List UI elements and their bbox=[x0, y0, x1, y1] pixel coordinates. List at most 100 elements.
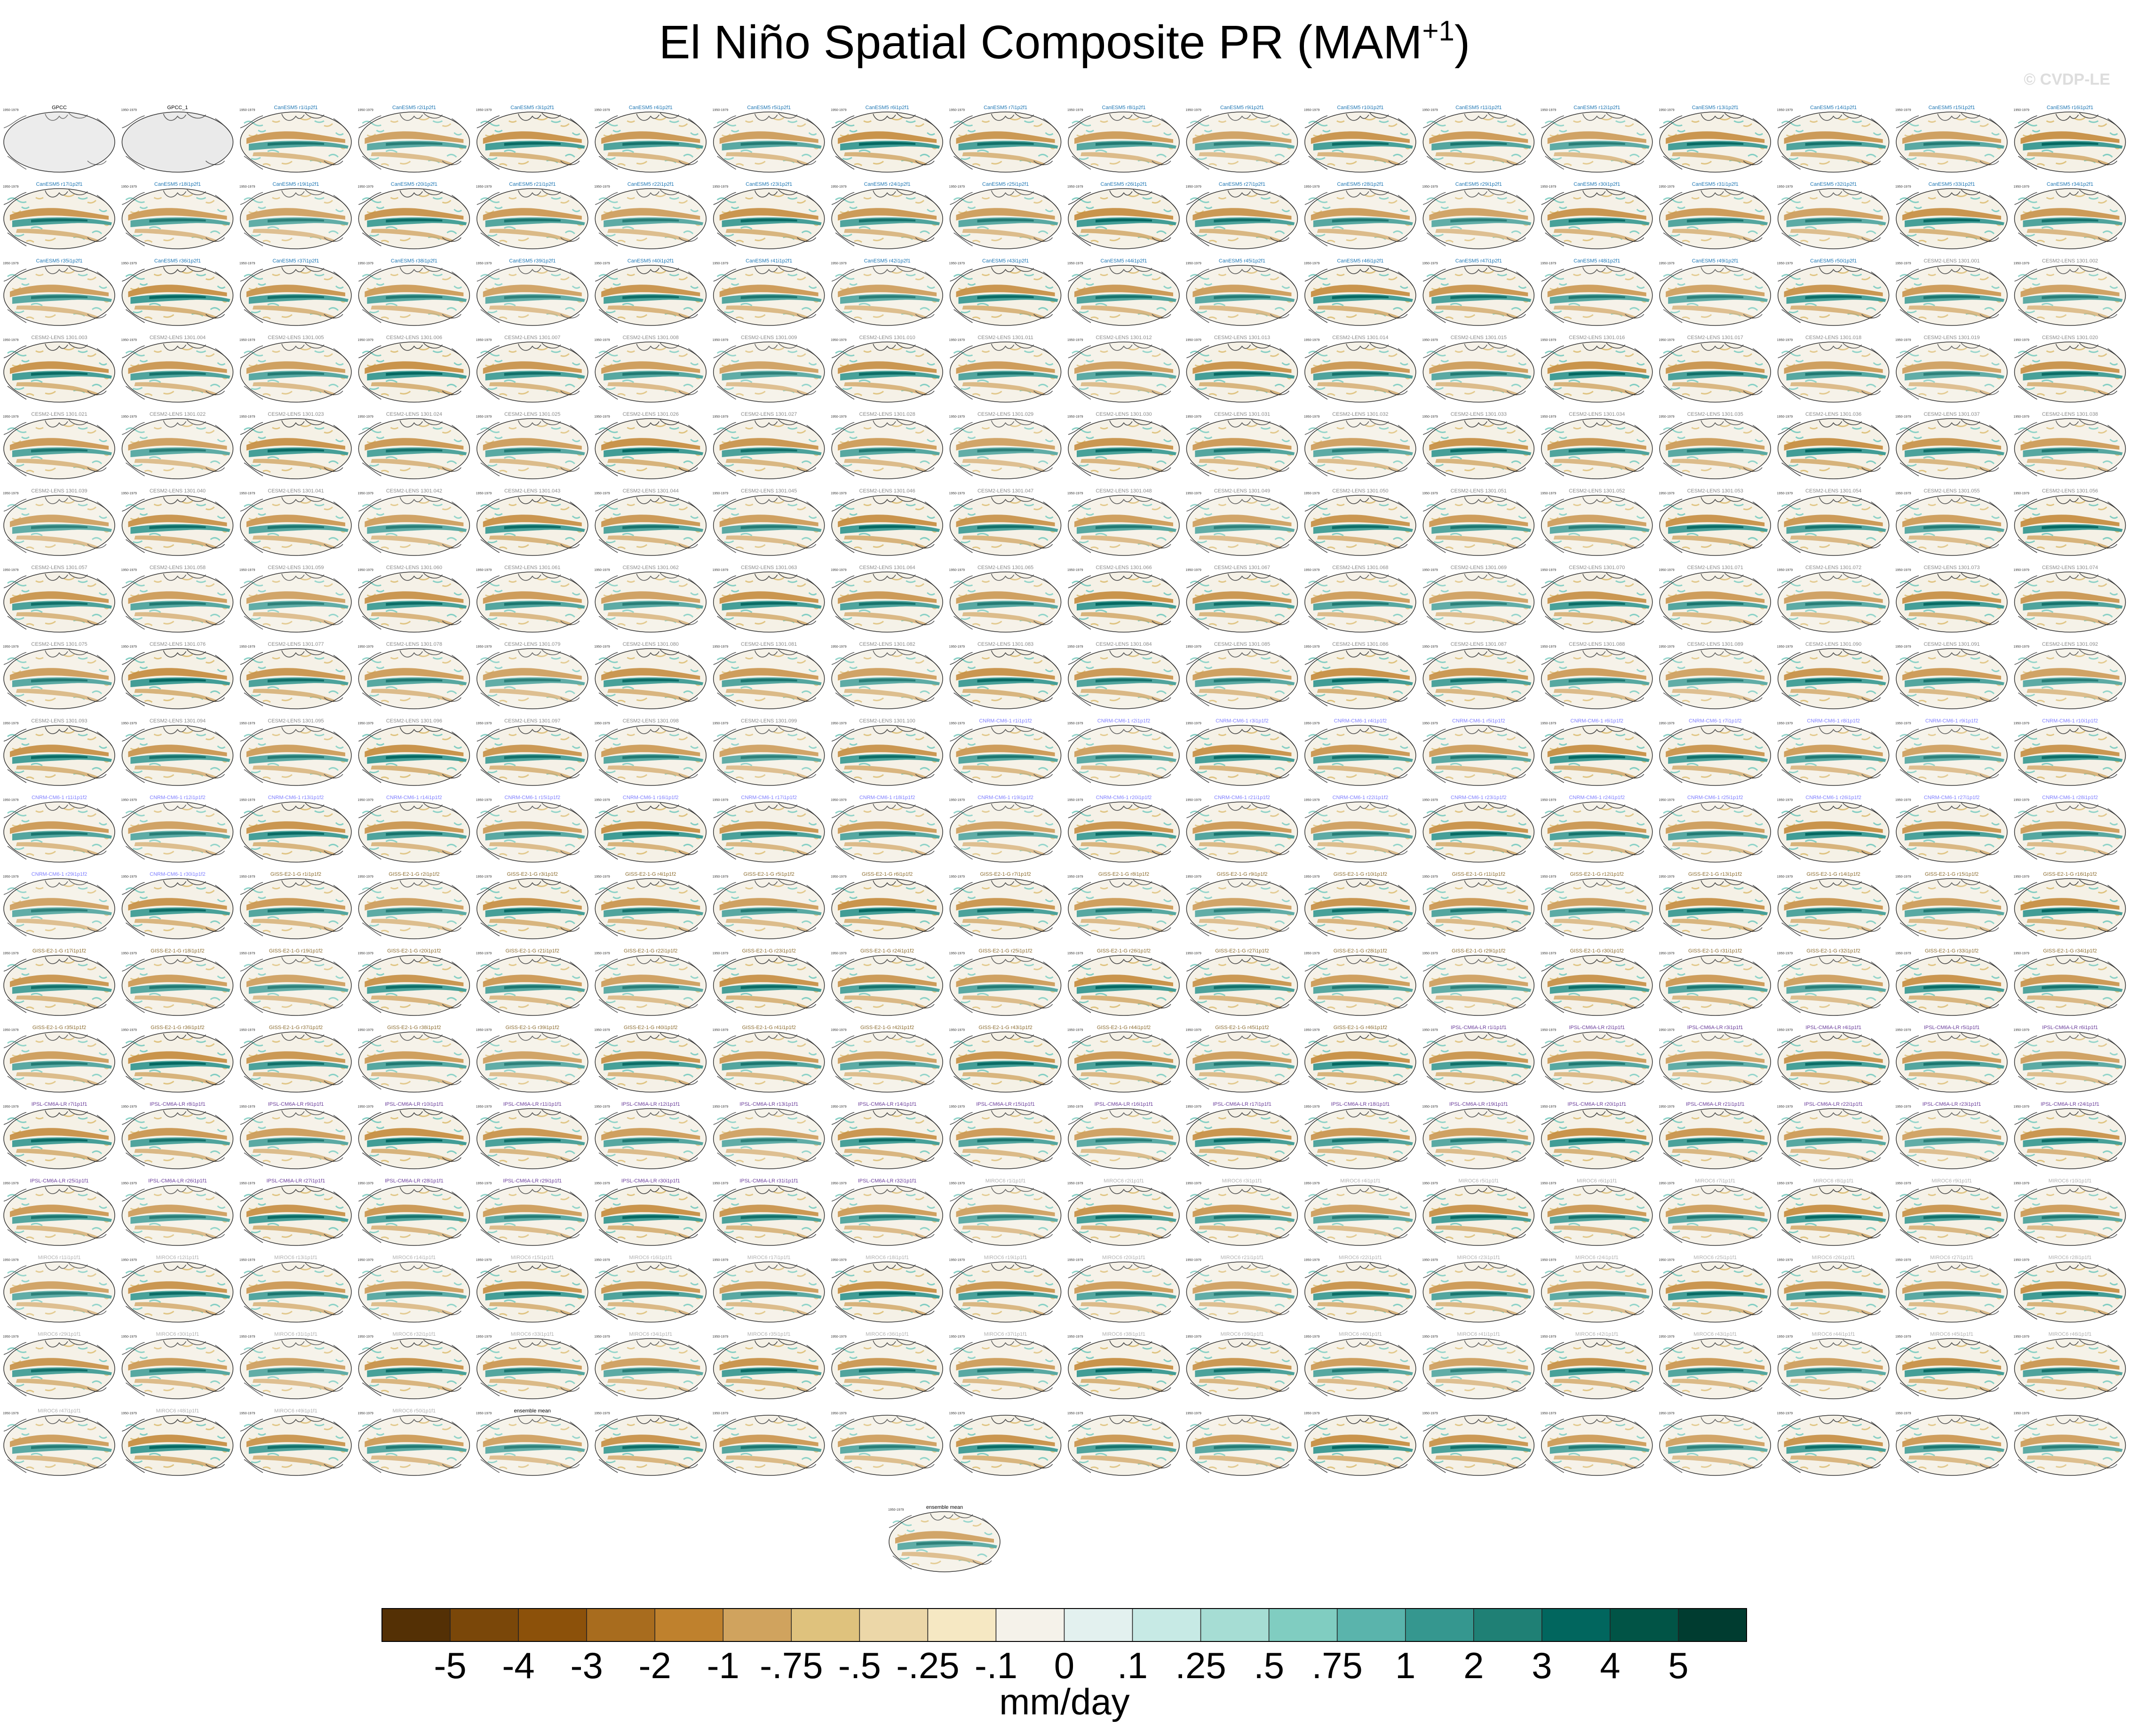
map-panel: CNRM-CM6-1 r23i1p1f2 1950-1979 bbox=[1422, 795, 1535, 863]
panel-caption: CanESM5 r35i1p2f1 bbox=[36, 258, 82, 264]
panel-period-label: 1950-1979 bbox=[594, 569, 610, 572]
panel-caption: CanESM5 r43i1p2f1 bbox=[982, 258, 1029, 264]
panel-period-label: 1950-1979 bbox=[239, 109, 255, 112]
panel-period-label: 1950-1979 bbox=[594, 339, 610, 342]
map-panel: 1950-1979 bbox=[1777, 1412, 1890, 1476]
panel-caption: IPSL-CM6A-LR r1i1p1f1 bbox=[1451, 1025, 1507, 1031]
map-panel: IPSL-CM6A-LR r4i1p1f1 1950-1979 bbox=[1777, 1025, 1890, 1093]
map-panel: GISS-E2-1-G r13i1p1f2 1950-1979 bbox=[1659, 872, 1772, 940]
panel-caption: CanESM5 r22i1p2f1 bbox=[628, 182, 674, 187]
map-panel: CanESM5 r26i1p2f1 1950-1979 bbox=[1067, 182, 1180, 250]
panel-caption: CNRM-CM6-1 r7i1p1f2 bbox=[1689, 718, 1741, 724]
panel-period-label: 1950-1979 bbox=[1895, 1029, 1911, 1032]
panel-period-label: 1950-1979 bbox=[949, 492, 965, 495]
panel-caption: CESM2-LENS 1301.011 bbox=[977, 335, 1033, 341]
panel-caption: MIROC6 r42i1p1f1 bbox=[1575, 1332, 1619, 1337]
panel-period-label: 1950-1979 bbox=[1895, 722, 1911, 725]
panel-caption: CNRM-CM6-1 r16i1p1f2 bbox=[623, 795, 679, 801]
panel-caption: MIROC6 r36i1p1f1 bbox=[866, 1332, 909, 1337]
panel-period-label: 1950-1979 bbox=[1895, 415, 1911, 419]
panel-caption: CanESM5 r34i1p2f1 bbox=[2047, 182, 2093, 187]
panel-caption: CNRM-CM6-1 r29i1p1f2 bbox=[32, 872, 87, 877]
panel-caption: CanESM5 r13i1p2f1 bbox=[1692, 105, 1739, 111]
map-panel: 1950-1979 bbox=[2014, 1412, 2127, 1476]
panel-caption: MIROC6 r17i1p1f1 bbox=[747, 1255, 791, 1260]
panel-period-label: 1950-1979 bbox=[1185, 492, 1201, 495]
map-panel: IPSL-CM6A-LR r17i1p1f1 1950-1979 bbox=[1185, 1102, 1298, 1170]
panel-period-label: 1950-1979 bbox=[831, 109, 847, 112]
panel-caption: CESM2-LENS 1301.025 bbox=[504, 412, 560, 417]
map-panel: IPSL-CM6A-LR r28i1p1f1 1950-1979 bbox=[357, 1178, 470, 1246]
map-panel: CanESM5 r22i1p2f1 1950-1979 bbox=[594, 182, 707, 250]
panel-period-label: 1950-1979 bbox=[357, 722, 373, 725]
map-panel: CNRM-CM6-1 r29i1p1f2 1950-1979 bbox=[3, 872, 116, 940]
panel-caption: GISS-E2-1-G r4i1p1f2 bbox=[625, 872, 676, 877]
panel-caption: CESM2-LENS 1301.018 bbox=[1805, 335, 1861, 341]
map-panel: IPSL-CM6A-LR r6i1p1f1 1950-1979 bbox=[2014, 1025, 2127, 1093]
panel-caption: CanESM5 r38i1p2f1 bbox=[391, 258, 437, 264]
panel-period-label: 1950-1979 bbox=[1659, 339, 1675, 342]
map-panel: CNRM-CM6-1 r15i1p1f2 1950-1979 bbox=[476, 795, 589, 863]
map-panel: CanESM5 r10i1p2f1 1950-1979 bbox=[1304, 105, 1417, 173]
map-panel: CESM2-LENS 1301.007 1950-1979 bbox=[476, 335, 589, 403]
map-panel: CESM2-LENS 1301.022 1950-1979 bbox=[121, 412, 234, 480]
panel-caption: MIROC6 r8i1p1f1 bbox=[1813, 1178, 1854, 1184]
panel-caption: IPSL-CM6A-LR r21i1p1f1 bbox=[1686, 1102, 1745, 1107]
colorbar-tick-label: -.1 bbox=[975, 1645, 1017, 1686]
panel-period-label: 1950-1979 bbox=[239, 722, 255, 725]
panel-caption: CESM2-LENS 1301.010 bbox=[859, 335, 915, 341]
panel-period-label: 1950-1979 bbox=[1185, 109, 1201, 112]
map-panel: CanESM5 r45i1p2f1 1950-1979 bbox=[1185, 258, 1298, 326]
map-panel: CanESM5 r31i1p2f1 1950-1979 bbox=[1659, 182, 1772, 250]
panel-caption: CESM2-LENS 1301.009 bbox=[741, 335, 797, 341]
panel-period-label: 1950-1979 bbox=[713, 1335, 729, 1339]
panel-period-label: 1950-1979 bbox=[1304, 492, 1320, 495]
panel-period-label: 1950-1979 bbox=[476, 1029, 492, 1032]
panel-caption: CanESM5 r8i1p2f1 bbox=[1102, 105, 1146, 111]
panel-period-label: 1950-1979 bbox=[239, 569, 255, 572]
panel-caption: CESM2-LENS 1301.042 bbox=[386, 488, 442, 494]
panel-period-label: 1950-1979 bbox=[1659, 1412, 1675, 1415]
map-panel: CESM2-LENS 1301.012 1950-1979 bbox=[1067, 335, 1180, 403]
panel-period-label: 1950-1979 bbox=[1541, 1105, 1557, 1109]
panel-caption: MIROC6 r50i1p1f1 bbox=[392, 1408, 436, 1414]
map-panel: GISS-E2-1-G r30i1p1f2 1950-1979 bbox=[1541, 948, 1653, 1016]
colorbar-units: mm/day bbox=[999, 1681, 1129, 1722]
panel-period-label: 1950-1979 bbox=[1777, 262, 1793, 265]
map-panel: MIROC6 r44i1p1f1 1950-1979 bbox=[1777, 1332, 1890, 1400]
map-panel: CNRM-CM6-1 r7i1p1f2 1950-1979 bbox=[1659, 718, 1772, 786]
panel-caption: CESM2-LENS 1301.020 bbox=[2042, 335, 2098, 341]
panel-caption: GPCC bbox=[52, 105, 67, 111]
panel-caption: CESM2-LENS 1301.014 bbox=[1332, 335, 1388, 341]
panel-period-label: 1950-1979 bbox=[1777, 1105, 1793, 1109]
panel-period-label: 1950-1979 bbox=[1067, 875, 1083, 879]
panel-caption: CNRM-CM6-1 r12i1p1f2 bbox=[150, 795, 206, 801]
panel-caption: CNRM-CM6-1 r23i1p1f2 bbox=[1451, 795, 1507, 801]
panel-caption: MIROC6 r5i1p1f1 bbox=[1459, 1178, 1499, 1184]
colorbar-swatch bbox=[1268, 1608, 1338, 1642]
map-panel: GISS-E2-1-G r26i1p1f2 1950-1979 bbox=[1067, 948, 1180, 1016]
panel-period-label: 1950-1979 bbox=[1067, 262, 1083, 265]
panel-period-label: 1950-1979 bbox=[2014, 262, 2030, 265]
colorbar-tick-label: 1 bbox=[1395, 1645, 1415, 1686]
panel-caption: IPSL-CM6A-LR r13i1p1f1 bbox=[739, 1102, 798, 1107]
panel-caption: CanESM5 r14i1p2f1 bbox=[1810, 105, 1857, 111]
panel-period-label: 1950-1979 bbox=[713, 645, 729, 649]
map-panel: 1950-1979 bbox=[949, 1412, 1062, 1476]
panel-caption: MIROC6 r37i1p1f1 bbox=[984, 1332, 1027, 1337]
panel-period-label: 1950-1979 bbox=[357, 185, 373, 189]
panel-period-label: 1950-1979 bbox=[1895, 1105, 1911, 1109]
map-panel: GISS-E2-1-G r15i1p1f2 1950-1979 bbox=[1895, 872, 2008, 940]
map-panel: GISS-E2-1-G r3i1p1f2 1950-1979 bbox=[476, 872, 589, 940]
panel-caption: CESM2-LENS 1301.080 bbox=[623, 642, 679, 647]
panel-period-label: 1950-1979 bbox=[3, 1412, 19, 1415]
panel-caption: CESM2-LENS 1301.050 bbox=[1332, 488, 1388, 494]
map-panel: GISS-E2-1-G r31i1p1f2 1950-1979 bbox=[1659, 948, 1772, 1016]
map-panel: IPSL-CM6A-LR r25i1p1f1 1950-1979 bbox=[3, 1178, 116, 1246]
panel-period-label: 1950-1979 bbox=[1422, 1029, 1438, 1032]
panel-period-label: 1950-1979 bbox=[357, 1182, 373, 1185]
map-panel: IPSL-CM6A-LR r13i1p1f1 1950-1979 bbox=[713, 1102, 826, 1170]
panel-caption: CanESM5 r45i1p2f1 bbox=[1219, 258, 1265, 264]
panel-period-label: 1950-1979 bbox=[594, 722, 610, 725]
panel-caption: CESM2-LENS 1301.013 bbox=[1214, 335, 1270, 341]
